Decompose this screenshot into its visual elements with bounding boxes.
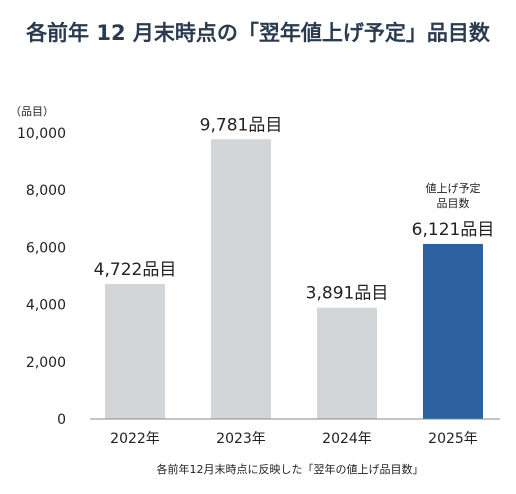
bar-2023年 [211, 139, 271, 419]
y-tick-label: 8,000 [26, 183, 66, 199]
x-axis-ticks: 2022年 2023年 2024年 2025年 [110, 431, 478, 447]
y-tick-label: 4,000 [26, 298, 66, 314]
chart-caption: 各前年12月末時点に反映した「翌年の値上げ品目数」 [157, 462, 424, 476]
y-axis-ticks: 0 2,000 4,000 6,000 8,000 10,000 [17, 126, 66, 428]
y-tick-label: 2,000 [26, 355, 66, 371]
x-tick-label: 2025年 [428, 431, 478, 447]
data-label-2024年: 3,891品目 [306, 284, 389, 304]
y-tick-label: 10,000 [17, 126, 66, 142]
x-tick-label: 2022年 [110, 431, 160, 447]
highlight-note-line-2: 品目数 [437, 197, 470, 210]
bar-2025年 [423, 243, 483, 419]
x-tick-label: 2023年 [216, 431, 266, 447]
data-label-2022年: 4,722品目 [94, 260, 177, 280]
bars [105, 139, 483, 419]
highlight-note-line-1: 値上げ予定 [426, 181, 481, 195]
chart-title: 各前年 12 月末時点の「翌年値上げ予定」品目数 [25, 21, 491, 45]
data-label-2025年: 6,121品目 [412, 220, 495, 240]
y-axis-unit: （品目） [10, 105, 54, 118]
data-labels: 4,722品目 9,781品目 3,891品目 6,121品目 [94, 115, 495, 303]
bar-2022年 [105, 283, 165, 419]
y-tick-label: 0 [57, 412, 66, 428]
bar-2024年 [317, 307, 377, 419]
x-tick-label: 2024年 [322, 431, 372, 447]
y-tick-label: 6,000 [26, 240, 66, 256]
data-label-2023年: 9,781品目 [200, 115, 283, 135]
